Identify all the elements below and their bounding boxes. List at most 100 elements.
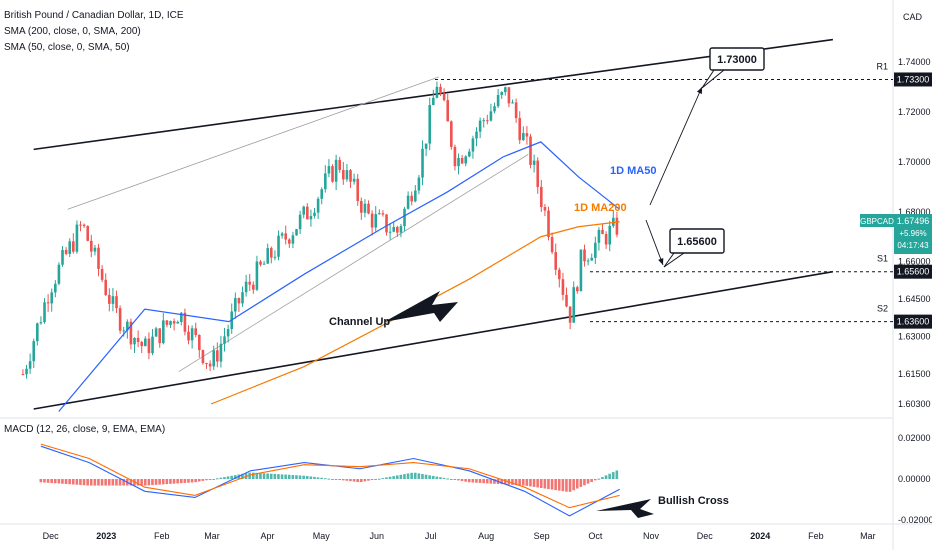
- candle: [147, 332, 151, 360]
- candle: [226, 324, 230, 343]
- candle: [604, 231, 608, 249]
- candle: [136, 330, 140, 348]
- candle: [302, 205, 306, 219]
- candle: [28, 353, 32, 374]
- candle-body: [349, 170, 352, 182]
- candle: [579, 249, 583, 292]
- candle: [72, 233, 75, 254]
- candle-body: [522, 133, 525, 141]
- candle: [21, 369, 25, 376]
- histogram-bar: [395, 475, 399, 479]
- candle: [187, 325, 190, 345]
- histogram-bar: [100, 479, 104, 486]
- candle: [345, 163, 349, 182]
- candle: [90, 234, 93, 258]
- candle-body: [601, 229, 604, 235]
- histogram-bar: [385, 477, 388, 479]
- histogram-bar: [435, 476, 439, 479]
- histogram-bar: [176, 479, 179, 484]
- candle: [255, 255, 259, 292]
- histogram-bar: [205, 479, 208, 481]
- histogram-bar: [86, 479, 89, 486]
- histogram-bar: [169, 479, 172, 484]
- candle: [446, 93, 450, 122]
- candle: [320, 187, 324, 205]
- candle: [50, 288, 54, 312]
- histogram-bar: [363, 479, 367, 482]
- histogram-bar: [284, 474, 287, 479]
- candle-body: [32, 341, 36, 362]
- histogram-bar: [46, 479, 50, 483]
- histogram-bar: [183, 479, 187, 483]
- histogram-bar: [143, 479, 147, 486]
- histogram-bar: [68, 479, 71, 485]
- candle-body: [489, 111, 493, 121]
- histogram-bar: [475, 479, 478, 483]
- candle: [572, 281, 576, 323]
- histogram-bar: [543, 479, 547, 489]
- histogram-bar: [511, 479, 514, 485]
- candle-body: [496, 94, 500, 107]
- projection-up-arrowhead: [696, 87, 702, 94]
- histogram-bar: [82, 479, 86, 486]
- candle-body: [597, 229, 601, 243]
- candle: [309, 209, 313, 227]
- candle: [183, 308, 187, 336]
- histogram-bar: [341, 479, 345, 481]
- histogram-bar: [449, 479, 453, 480]
- macd-legend[interactable]: MACD (12, 26, close, 9, EMA, EMA): [4, 424, 166, 435]
- histogram-bar: [208, 479, 212, 480]
- histogram-bar: [521, 479, 525, 486]
- candle-body: [86, 226, 90, 241]
- histogram-bar: [547, 479, 550, 490]
- histogram-bar: [532, 479, 536, 487]
- histogram-bar: [345, 479, 349, 481]
- candle-body: [316, 198, 320, 213]
- histogram-bar: [241, 473, 244, 479]
- candle-body: [140, 341, 144, 347]
- candle: [244, 274, 248, 297]
- candle-body: [367, 203, 370, 214]
- candle-body: [133, 337, 136, 345]
- candle: [129, 318, 133, 350]
- candle: [54, 280, 57, 298]
- candle-body: [475, 131, 478, 139]
- histogram-bar: [129, 479, 133, 486]
- sma50-legend[interactable]: SMA (50, close, 0, SMA, 50): [4, 42, 130, 53]
- histogram-bar: [514, 479, 518, 486]
- price-tick-label: 1.64500: [898, 294, 931, 304]
- price-tick-label: 1.66000: [898, 257, 931, 267]
- candle-body: [608, 225, 612, 245]
- histogram-bar: [525, 479, 529, 486]
- candle-body: [97, 247, 100, 269]
- candle: [198, 334, 201, 358]
- candle: [201, 349, 205, 365]
- candle: [39, 316, 43, 325]
- candle: [140, 340, 144, 354]
- candle: [176, 320, 180, 324]
- histogram-bar: [327, 478, 331, 480]
- histogram-bar: [399, 474, 403, 479]
- candle-body: [82, 224, 86, 227]
- sma200-legend[interactable]: SMA (200, close, 0, SMA, 200): [4, 26, 141, 37]
- candle: [190, 325, 194, 349]
- candle-body: [57, 264, 61, 284]
- candle: [291, 231, 295, 249]
- candle-body: [518, 118, 522, 141]
- ma50-label: 1D MA50: [610, 165, 656, 177]
- callout-text: 1.73000: [717, 54, 757, 66]
- candle: [316, 196, 320, 220]
- candle-body: [291, 235, 295, 244]
- histogram-bar: [291, 475, 295, 479]
- histogram-bar: [118, 479, 122, 486]
- candle-body: [129, 321, 133, 345]
- candle-body: [450, 121, 453, 147]
- bullish-cross-label: Bullish Cross: [658, 495, 729, 507]
- candle: [478, 117, 482, 139]
- histogram-bar: [61, 479, 64, 484]
- level-badge-bg: [894, 314, 932, 329]
- candle-body: [453, 146, 457, 167]
- histogram-bar: [147, 479, 151, 486]
- candle: [424, 143, 428, 157]
